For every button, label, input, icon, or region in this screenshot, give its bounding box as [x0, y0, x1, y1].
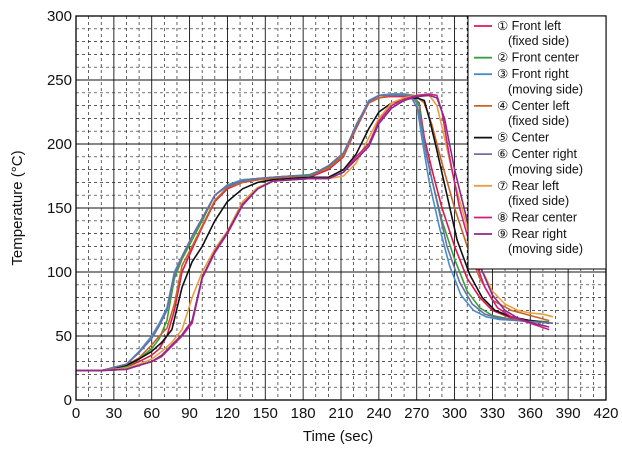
- series-line-6: [76, 94, 554, 372]
- x-tick-label: 60: [143, 405, 160, 422]
- legend-label-6: ⑥ Center right: [497, 147, 578, 161]
- legend-label-2: ② Front center: [497, 51, 579, 65]
- x-axis-label: Time (sec): [303, 428, 373, 445]
- legend: ① Front left(fixed side)② Front center③ …: [467, 15, 607, 270]
- series-line-2: [76, 93, 550, 372]
- x-tick-label: 270: [404, 405, 429, 422]
- x-tick-label: 240: [366, 405, 391, 422]
- legend-label-6: (moving side): [508, 162, 583, 176]
- y-axis-label: Temperature (°C): [9, 150, 26, 265]
- y-tick-label: 100: [47, 264, 72, 281]
- x-tick-label: 420: [593, 405, 618, 422]
- x-tick-label: 120: [215, 405, 240, 422]
- tick-labels: 0 30 60 90 120 150 180 210 240 270 300 330 360 390 420…: [47, 8, 619, 422]
- x-tick-label: 390: [556, 405, 581, 422]
- x-tick-label: 300: [442, 405, 467, 422]
- legend-label-3: ③ Front right: [497, 67, 569, 81]
- y-tick-label: 250: [47, 72, 72, 89]
- legend-label-4: ④ Center left: [497, 99, 570, 113]
- x-tick-label: 180: [291, 405, 316, 422]
- x-tick-label: 150: [253, 405, 278, 422]
- legend-label-1: ① Front left: [497, 19, 562, 33]
- x-tick-label: 330: [480, 405, 505, 422]
- x-tick-label: 90: [181, 405, 198, 422]
- legend-label-7: (fixed side): [508, 194, 569, 208]
- x-tick-label: 30: [106, 405, 123, 422]
- legend-label-1: (fixed side): [508, 34, 569, 48]
- y-tick-label: 200: [47, 136, 72, 153]
- x-tick-label: 210: [328, 405, 353, 422]
- legend-label-9: (moving side): [508, 242, 583, 256]
- series-line-1: [76, 95, 550, 372]
- y-tick-label: 0: [64, 392, 72, 409]
- series-line-4: [76, 94, 550, 372]
- series-line-5: [76, 97, 550, 372]
- x-tick-label: 0: [72, 405, 80, 422]
- legend-label-3: (moving side): [508, 82, 583, 96]
- y-tick-label: 300: [47, 8, 72, 25]
- legend-label-9: ⑨ Rear right: [497, 227, 567, 241]
- legend-label-4: (fixed side): [508, 114, 569, 128]
- legend-label-7: ⑦ Rear left: [497, 179, 559, 193]
- legend-label-8: ⑧ Rear center: [497, 211, 577, 225]
- x-tick-label: 360: [518, 405, 543, 422]
- legend-label-5: ⑤ Center: [497, 131, 549, 145]
- y-tick-label: 50: [55, 328, 72, 345]
- y-tick-label: 150: [47, 200, 72, 217]
